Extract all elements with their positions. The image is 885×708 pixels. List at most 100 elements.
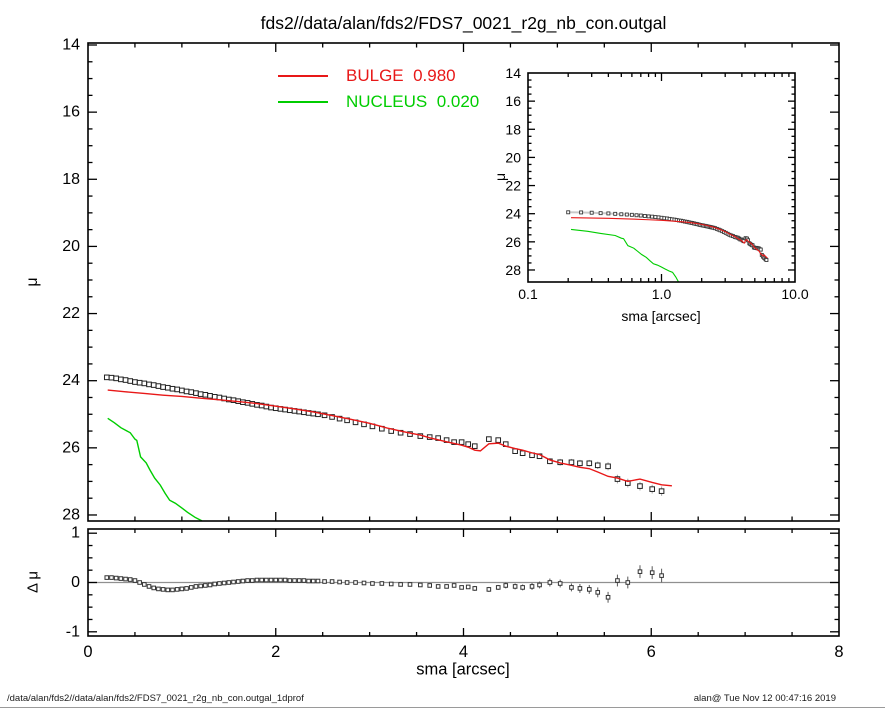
data-point [259,577,264,583]
data-point [458,439,465,445]
data-point [315,411,321,418]
tick-label: 1 [71,525,80,542]
tick-label: 16 [62,104,80,121]
data-point [537,582,542,588]
data-point [606,211,611,216]
residual-panel: 10-10 2 4 6 8 [66,525,844,661]
tick-label: 6 [647,643,656,661]
data-point [650,214,655,219]
tick-label: 0 [83,643,92,661]
data-point [619,212,624,217]
data-point [642,213,647,218]
data-point [435,584,441,589]
data-point [637,483,643,489]
data-point [407,582,413,587]
data-point [471,443,478,449]
footer-file-path: /data/alan/fds2//data/alan/fds2/FDS7_002… [7,693,304,704]
data-point [179,387,185,394]
data-point [245,578,250,583]
tick-label: 20 [62,238,80,255]
data-point [203,583,208,588]
data-point [151,585,157,591]
data-point [329,579,335,584]
data-point [336,415,343,422]
data-point [118,376,124,383]
data-point [361,580,367,586]
data-point [486,587,492,592]
data-point [586,587,592,592]
data-point [658,488,665,494]
data-point [629,212,634,217]
tick-label: 2 [271,643,280,661]
data-point [170,587,175,593]
data-point [132,379,138,385]
data-point [240,578,246,584]
tick-label: 18 [505,121,521,137]
data-point [160,384,166,390]
data-point [638,213,643,218]
data-point [337,579,342,585]
nucleus-name: NUCLEUS [346,92,428,111]
data-point [634,213,639,218]
data-point [451,583,457,588]
data-point [764,258,769,262]
data-point [188,585,194,590]
data-point [625,580,631,585]
y-axis-label-residual: Δ μ [24,570,42,594]
y-axis-label-main: μ [24,277,41,287]
data-point [118,576,124,581]
y-axis-label-inset: μ [492,172,508,182]
data-point [329,414,335,420]
data-point [398,582,403,587]
data-point [103,374,110,381]
data-point [136,379,143,386]
tick-label: 14 [62,37,80,54]
data-point [123,576,128,582]
tick-label: 14 [505,65,521,81]
data-point [594,462,601,469]
bulge-model-line [107,389,672,487]
data-point [427,583,432,588]
data-point [183,388,190,395]
tick-label: 18 [62,171,80,188]
data-point [108,374,115,381]
data-point [268,577,274,583]
data-point [231,579,236,585]
data-point [758,247,763,252]
data-point [207,393,213,399]
data-point [613,211,618,216]
data-point [104,575,110,580]
data-point [495,437,502,443]
data-point [226,580,232,585]
data-point [197,391,204,397]
data-point [132,578,138,583]
data-point [486,436,492,442]
data-point [212,581,218,587]
data-point [156,586,161,592]
data-point [160,587,166,592]
tick-label: 26 [62,439,80,456]
data-point [512,448,518,454]
tick-label: 0 [71,574,80,591]
nucleus-model-line [107,417,203,521]
data-point [388,581,394,587]
data-point [198,583,203,589]
x-axis-label-main: sma [arcsec] [416,660,510,679]
data-point [193,390,199,396]
data-point [311,578,316,584]
bulge-model-line-inset [571,217,768,259]
data-point [150,382,157,388]
data-point [586,460,593,467]
data-point [306,578,311,584]
data-point [519,450,526,457]
data-point [649,486,655,492]
data-point [465,441,471,447]
data-point [193,584,199,589]
tick-label: 24 [62,372,80,389]
data-point [109,575,114,580]
data-point [235,579,241,584]
data-point [595,590,601,595]
tick-label: 4 [459,643,468,661]
